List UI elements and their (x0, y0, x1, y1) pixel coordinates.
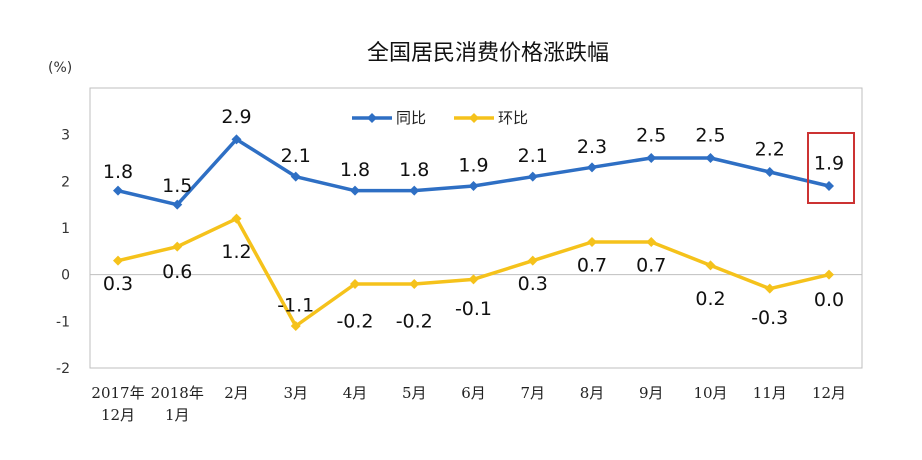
data-label: 2.2 (755, 139, 785, 161)
series-2-point (468, 274, 479, 285)
data-label: 0.3 (103, 273, 133, 295)
x-tick-line: 1月 (165, 406, 190, 424)
highlight-box (807, 132, 855, 204)
x-tick-label: 2月 (224, 384, 249, 402)
data-label: 1.9 (458, 155, 488, 177)
data-label: 0.6 (162, 261, 192, 283)
data-label: 0.3 (518, 273, 548, 295)
x-tick-label: 5月 (402, 384, 427, 402)
data-label: 1.8 (399, 159, 429, 181)
series-1-point (409, 185, 420, 196)
data-label: 2.5 (636, 125, 666, 147)
x-tick-line: 3月 (283, 384, 308, 402)
y-tick-label: 1 (61, 221, 70, 237)
x-tick-label: 2018年 1月 (151, 384, 204, 424)
data-label: 0.7 (577, 255, 607, 277)
data-label: 2.3 (577, 136, 607, 158)
series-1-point (468, 181, 479, 191)
x-tick-label: 11月 (753, 384, 787, 402)
chart-title: 全国居民消费价格涨跌幅 (367, 41, 609, 66)
x-tick-line: 4月 (343, 384, 368, 402)
x-tick-line: 12月 (812, 384, 846, 402)
legend-marker-1 (367, 113, 377, 123)
data-label: 2.5 (695, 125, 725, 147)
series-2-point (290, 321, 301, 331)
legend-label-2: 环比 (498, 109, 528, 127)
x-tick-line: 8月 (580, 384, 605, 402)
series-2-point (231, 213, 242, 224)
x-tick-line: 2月 (224, 384, 249, 402)
series-2-point (824, 269, 834, 280)
series-2-point (764, 283, 775, 294)
data-label: -0.2 (396, 311, 433, 333)
x-tick-line: 9月 (639, 384, 664, 402)
series-1-point (705, 153, 716, 163)
series-1-point (231, 134, 242, 145)
plot-area (89, 87, 863, 369)
y-tick-label: 0 (61, 268, 70, 284)
series-1-point (527, 171, 538, 182)
series-1-point (350, 185, 360, 196)
x-tick-label: 7月 (520, 384, 545, 402)
series-2-point (409, 279, 420, 289)
series-2-point (587, 237, 597, 247)
legend-marker-2 (469, 113, 479, 123)
x-tick-line: 2018年 (151, 384, 204, 402)
x-tick-label: 4月 (343, 384, 368, 402)
x-tick-label: 10月 (693, 384, 727, 402)
series-2-point (113, 255, 123, 266)
series-1-point (824, 181, 834, 191)
data-label: -0.2 (336, 311, 373, 333)
series-2-point (646, 237, 657, 247)
y-tick-label: 2 (61, 174, 70, 190)
x-tick-label: 12月 (812, 384, 846, 402)
x-tick-label: 2017年 12月 (91, 384, 144, 424)
y-axis-unit: (%) (48, 60, 72, 76)
x-tick-label: 9月 (639, 384, 664, 402)
x-tick-line: 7月 (520, 384, 545, 402)
y-tick-label: -1 (56, 314, 70, 330)
series-2-point (350, 279, 360, 289)
x-tick-label: 3月 (283, 384, 308, 402)
data-label: 1.8 (103, 161, 133, 183)
data-label: -0.3 (751, 307, 788, 329)
data-label: 0.2 (695, 288, 725, 310)
series-1-point (113, 185, 123, 196)
legend-label-1: 同比 (396, 109, 426, 127)
x-tick-line: 10月 (693, 384, 727, 402)
axis-layer: -2 -1 0 1 2 3 2017年 12月 2018年 1月 2月 3月 4月 5月 6月 7月 8月 9月 1… (56, 128, 862, 424)
data-label: -1.1 (277, 295, 314, 317)
x-tick-line: 12月 (101, 406, 135, 424)
data-label: 2.9 (221, 106, 251, 128)
series-2-point (172, 241, 183, 252)
legend: 同比 环比 (352, 109, 528, 127)
data-label: 2.1 (281, 145, 311, 167)
series-2-point (705, 260, 716, 271)
x-tick-line: 11月 (753, 384, 787, 402)
data-label-layer: 1.8 1.5 2.9 2.1 1.8 1.8 1.9 2.1 2.3 2.5 2.5 2.2 1.9 0… (103, 106, 855, 333)
series-1-point (587, 162, 597, 173)
data-label: 0.7 (636, 255, 666, 277)
data-label: -0.1 (455, 298, 492, 320)
series-2-point (527, 255, 538, 266)
series-1-point (764, 167, 775, 177)
x-tick-line: 2017年 (91, 384, 144, 402)
series-1-point (172, 199, 183, 210)
series-1-point (646, 153, 657, 163)
data-label: 1.5 (162, 175, 192, 197)
data-label: 1.9 (814, 153, 844, 175)
series-1-point (290, 171, 301, 182)
data-label: 0.0 (814, 289, 844, 311)
y-tick-label: 3 (61, 128, 70, 144)
y-tick-label: -2 (56, 361, 70, 377)
data-label: 1.8 (340, 159, 370, 181)
data-label: 1.2 (221, 241, 251, 263)
data-label: 2.1 (518, 145, 548, 167)
x-tick-line: 5月 (402, 384, 427, 402)
x-tick-line: 6月 (461, 384, 486, 402)
series-layer (113, 134, 834, 331)
x-tick-label: 8月 (580, 384, 605, 402)
x-tick-label: 6月 (461, 384, 486, 402)
